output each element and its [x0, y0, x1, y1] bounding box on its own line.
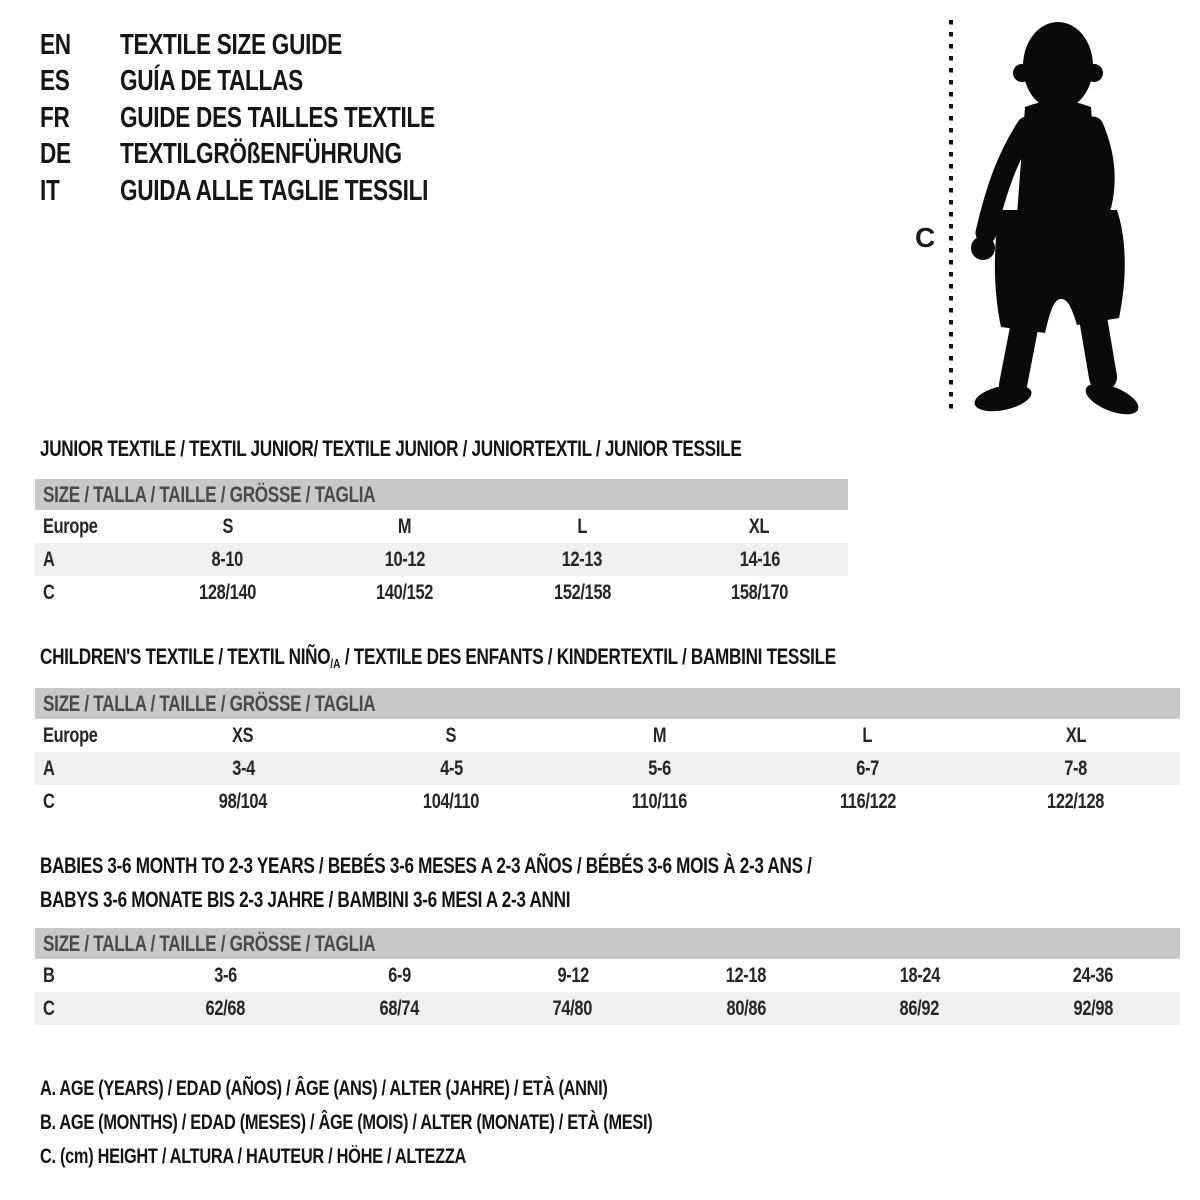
table-row: C 128/140 140/152 152/158 158/170	[35, 576, 848, 609]
height-value: 80/86	[726, 997, 767, 1020]
footnote-c: C. (cm) HEIGHT / ALTURA / HAUTEUR / HÖHE…	[40, 1145, 467, 1168]
table-row: A 8-10 10-12 12-13 14-16	[35, 543, 848, 576]
lang-code-de: DE	[40, 138, 71, 171]
language-legend: EN TEXTILE SIZE GUIDE ES GUÍA DE TALLAS …	[40, 27, 524, 210]
junior-section-title: JUNIOR TEXTILE / TEXTIL JUNIOR/ TEXTILE …	[40, 436, 742, 461]
height-value: 116/122	[839, 790, 896, 813]
age-value: 12-18	[726, 964, 767, 987]
babies-section-title: BABIES 3-6 MONTH TO 2-3 YEARS / BEBÉS 3-…	[40, 853, 812, 912]
row-label: C	[43, 790, 55, 813]
junior-size-header-bar: SIZE / TALLA / TAILLE / GRÖSSE / TAGLIA	[35, 479, 848, 510]
age-value: 24-36	[1073, 964, 1114, 987]
size-value: M	[398, 515, 412, 538]
height-value: 86/92	[900, 997, 940, 1020]
lang-row-es: ES GUÍA DE TALLAS	[40, 64, 524, 101]
table-row: Europe XS S M L XL	[35, 719, 1180, 752]
table-row: Europe S M L XL	[35, 510, 848, 543]
row-label: A	[43, 548, 55, 571]
table-row: A 3-4 4-5 5-6 6-7 7-8	[35, 752, 1180, 785]
size-value: S	[222, 515, 233, 538]
lang-code-en: EN	[40, 28, 71, 61]
nino-a-subscript: /A	[330, 656, 341, 671]
age-value: 3-6	[214, 964, 238, 987]
size-value: M	[652, 724, 667, 747]
age-value: 14-16	[739, 548, 780, 571]
row-label: C	[43, 997, 55, 1020]
height-value: 68/74	[379, 997, 420, 1020]
lang-code-es: ES	[40, 65, 70, 98]
baby-height-figure: C	[915, 20, 1139, 415]
lang-code-fr: FR	[40, 101, 70, 134]
lang-row-en: EN TEXTILE SIZE GUIDE	[40, 27, 524, 64]
age-value: 9-12	[556, 964, 589, 987]
footnote-legend: A. AGE (YEARS) / EDAD (AÑOS) / ÂGE (ANS)…	[40, 1072, 825, 1174]
size-header-label: SIZE / TALLA / TAILLE / GRÖSSE / TAGLIA	[43, 691, 376, 716]
height-value: 128/140	[199, 581, 257, 604]
junior-size-table: SIZE / TALLA / TAILLE / GRÖSSE / TAGLIA …	[35, 479, 848, 609]
height-value: 92/98	[1073, 997, 1114, 1020]
babies-size-table: SIZE / TALLA / TAILLE / GRÖSSE / TAGLIA …	[35, 928, 1180, 1025]
size-value: L	[577, 515, 587, 538]
table-row: C 62/68 68/74 74/80 80/86 86/92 92/98	[35, 992, 1180, 1025]
height-value: 140/152	[376, 581, 434, 604]
height-value: 158/170	[730, 581, 788, 604]
age-value: 12-13	[561, 548, 603, 571]
height-value: 62/68	[206, 997, 246, 1020]
babies-size-header-bar: SIZE / TALLA / TAILLE / GRÖSSE / TAGLIA	[35, 928, 1180, 959]
age-value: 8-10	[211, 548, 244, 571]
lang-row-de: DE TEXTILGRÖßENFÜHRUNG	[40, 137, 524, 174]
row-label: Europe	[43, 724, 98, 747]
size-value: XL	[749, 515, 770, 538]
lang-label-fr: GUIDE DES TAILLES TEXTILE	[120, 101, 435, 134]
age-value: 18-24	[899, 964, 941, 987]
age-value: 6-7	[856, 757, 880, 780]
table-row: B 3-6 6-9 9-12 12-18 18-24 24-36	[35, 959, 1180, 992]
lang-label-it: GUIDA ALLE TAGLIE TESSILI	[120, 174, 429, 207]
table-row: C 98/104 104/110 110/116 116/122 122/128	[35, 785, 1180, 818]
lang-label-de: TEXTILGRÖßENFÜHRUNG	[120, 138, 402, 171]
size-header-label: SIZE / TALLA / TAILLE / GRÖSSE / TAGLIA	[43, 482, 376, 507]
age-value: 6-9	[387, 964, 411, 987]
children-section-title: CHILDREN'S TEXTILE / TEXTIL NIÑO/A / TEX…	[40, 644, 836, 672]
height-value: 74/80	[553, 997, 593, 1020]
lang-row-it: IT GUIDA ALLE TAGLIE TESSILI	[40, 173, 524, 210]
size-value: S	[445, 724, 457, 747]
age-value: 4-5	[439, 757, 463, 780]
age-value: 7-8	[1064, 757, 1088, 780]
height-value: 152/158	[553, 581, 611, 604]
size-header-label: SIZE / TALLA / TAILLE / GRÖSSE / TAGLIA	[43, 931, 376, 956]
age-value: 10-12	[384, 548, 426, 571]
row-label: C	[43, 581, 55, 604]
age-value: 3-4	[231, 757, 255, 780]
children-size-table: SIZE / TALLA / TAILLE / GRÖSSE / TAGLIA …	[35, 688, 1180, 818]
row-label: A	[43, 757, 55, 780]
toddler-silhouette	[971, 22, 1139, 415]
lang-code-it: IT	[40, 174, 60, 207]
height-value: 122/128	[1047, 790, 1105, 813]
height-value: 110/116	[631, 790, 688, 813]
lang-label-en: TEXTILE SIZE GUIDE	[120, 28, 342, 61]
row-label: Europe	[43, 515, 98, 538]
lang-label-es: GUÍA DE TALLAS	[120, 65, 303, 98]
height-value: 104/110	[423, 790, 480, 813]
row-label: B	[43, 964, 55, 987]
size-value: XS	[232, 724, 254, 747]
size-value: L	[862, 724, 873, 747]
footnote-a: A. AGE (YEARS) / EDAD (AÑOS) / ÂGE (ANS)…	[40, 1077, 608, 1100]
footnote-b: B. AGE (MONTHS) / EDAD (MESES) / ÂGE (MO…	[40, 1111, 653, 1134]
children-size-header-bar: SIZE / TALLA / TAILLE / GRÖSSE / TAGLIA	[35, 688, 1180, 719]
measure-label-c: C	[915, 222, 935, 253]
height-value: 98/104	[218, 790, 268, 813]
size-value: XL	[1065, 724, 1087, 747]
age-value: 5-6	[648, 757, 671, 780]
lang-row-fr: FR GUIDE DES TAILLES TEXTILE	[40, 100, 524, 137]
